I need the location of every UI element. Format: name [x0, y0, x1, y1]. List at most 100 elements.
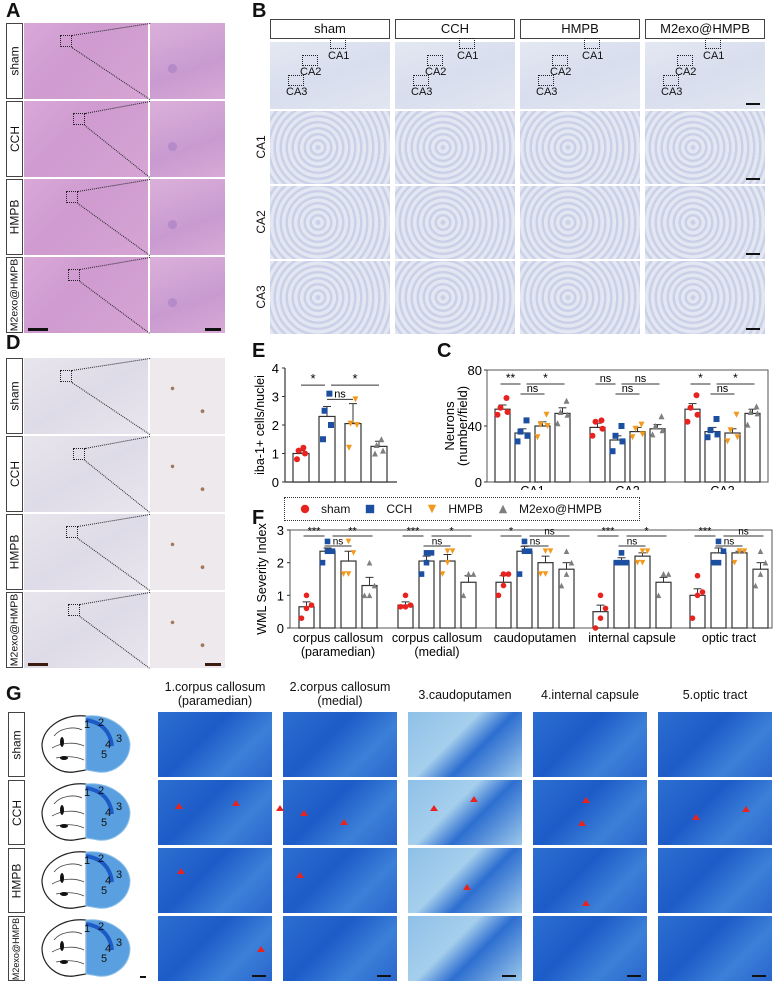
x-category-label: CA1	[520, 484, 544, 490]
data-point-square	[715, 559, 722, 566]
bar-ca1-sham	[494, 408, 511, 483]
x-category-label-line2: (paramedian)	[301, 645, 375, 659]
atlas-region-number: 1	[84, 855, 90, 867]
significance-label: *	[644, 526, 649, 538]
y-tick-label: 0	[272, 475, 279, 490]
significance-label: ns	[432, 537, 443, 548]
data-point-square	[623, 559, 630, 566]
data-point-circle	[694, 592, 701, 599]
column-title-2: 2.corpus callosum (medial)	[277, 680, 403, 708]
data-point-circle	[500, 571, 507, 577]
data-point-triangle-down	[741, 548, 748, 555]
x-category-label-line1: corpus callosum	[392, 631, 482, 645]
row-label-text: CCH	[7, 126, 22, 152]
data-point-triangle-up	[658, 413, 665, 420]
data-point-circle	[694, 572, 701, 579]
data-point-square	[618, 559, 625, 566]
data-point-triangle-up	[649, 431, 656, 438]
lfb-image-3	[408, 848, 522, 913]
scale-bar	[252, 975, 266, 977]
zoom-image	[150, 101, 225, 177]
data-point-triangle-down	[639, 431, 646, 438]
roi-box	[66, 191, 78, 203]
column-title-1: 1.corpus callosum (paramedian)	[152, 680, 278, 708]
data-point-triangle-down	[542, 571, 549, 577]
scale-bar	[746, 178, 760, 180]
roi-label: CA1	[582, 50, 604, 62]
data-point-circle	[302, 450, 308, 457]
x-category-label-line2: (medial)	[414, 645, 459, 659]
significance-label: *	[310, 371, 315, 386]
significance-label: **	[348, 526, 357, 538]
lfb-image-4	[533, 712, 647, 777]
region-image-ca1	[645, 111, 765, 184]
data-point-triangle-up	[558, 582, 565, 589]
bar-m2exo-hmpb	[460, 581, 477, 629]
data-point-square	[320, 436, 326, 443]
region-image-ca3	[645, 261, 765, 334]
data-point-triangle-up	[554, 420, 561, 427]
overview-image	[24, 257, 148, 333]
scale-bar	[28, 663, 48, 666]
roi-box	[60, 370, 72, 382]
red-arrowhead-icon	[257, 946, 265, 952]
significance-label: ns	[738, 527, 749, 538]
atlas-region-number: 1	[84, 787, 90, 799]
zoom-image	[150, 358, 225, 434]
region-image-ca2	[645, 186, 765, 259]
data-point-circle	[303, 605, 310, 612]
atlas-region-number: 4	[105, 807, 111, 819]
bar-hmpb	[340, 560, 357, 629]
data-point-circle	[298, 615, 305, 621]
red-arrowhead-icon	[296, 872, 304, 878]
data-point-triangle-up	[564, 411, 571, 418]
data-point-triangle-down	[352, 396, 359, 403]
significance-label: ns	[600, 373, 612, 385]
roi-box-ca2	[552, 55, 568, 66]
data-point-circle	[397, 603, 404, 610]
column-header-cch: CCH	[395, 19, 515, 39]
scale-bar	[205, 328, 221, 331]
data-point-triangle-up	[757, 571, 764, 577]
chart-e-iba1: 0 1 2 3 4 iba-1+ cells/nuclei * ns *	[253, 361, 397, 490]
bar-cch	[516, 550, 533, 629]
x-category-label-line1: internal capsule	[588, 631, 676, 645]
region-image-ca1	[520, 111, 640, 184]
scale-bar	[746, 253, 760, 255]
significance-label: ***	[602, 526, 616, 538]
lfb-image-1	[158, 848, 272, 913]
panel-letter-g: G	[6, 683, 22, 705]
column-title-line1: 2.corpus callosum	[289, 680, 391, 694]
row-label-cch: CCH	[6, 101, 23, 177]
data-point-circle	[407, 602, 414, 608]
atlas-region-number: 2	[98, 853, 104, 865]
red-arrowhead-icon	[300, 810, 308, 816]
circle-marker-icon	[300, 504, 310, 514]
row-label-hmpb: HMPB	[8, 848, 25, 913]
lfb-image-5	[658, 712, 772, 777]
red-arrowhead-icon	[430, 805, 438, 811]
column-header-hmpb: HMPB	[520, 19, 640, 39]
row-label-m2exo-hmpb: M2exo@HMPB	[6, 257, 23, 333]
row-label-hmpb: HMPB	[6, 179, 23, 255]
row-label-text: CCH	[9, 799, 24, 826]
y-tick-label: 40	[468, 419, 482, 434]
significance-label: ns	[717, 383, 729, 395]
legend-item-m2exo-hmpb: M2exo@HMPB	[497, 502, 602, 516]
zoom-image	[150, 436, 225, 512]
data-point-square	[514, 438, 521, 445]
y-tick-label: 80	[468, 363, 482, 378]
lfb-image-1	[158, 780, 272, 845]
bar-cch	[318, 415, 336, 483]
atlas-region-number: 2	[98, 785, 104, 797]
atlas-region-number: 4	[105, 739, 111, 751]
red-arrowhead-icon	[470, 796, 478, 802]
data-point-triangle-up	[563, 571, 570, 577]
data-point-triangle-up	[361, 592, 368, 599]
roi-box	[68, 269, 80, 281]
row-label-text: HMPB	[9, 863, 24, 898]
panel-letter-e: E	[252, 340, 266, 362]
data-point-square	[612, 432, 619, 439]
data-point-circle	[505, 571, 512, 577]
